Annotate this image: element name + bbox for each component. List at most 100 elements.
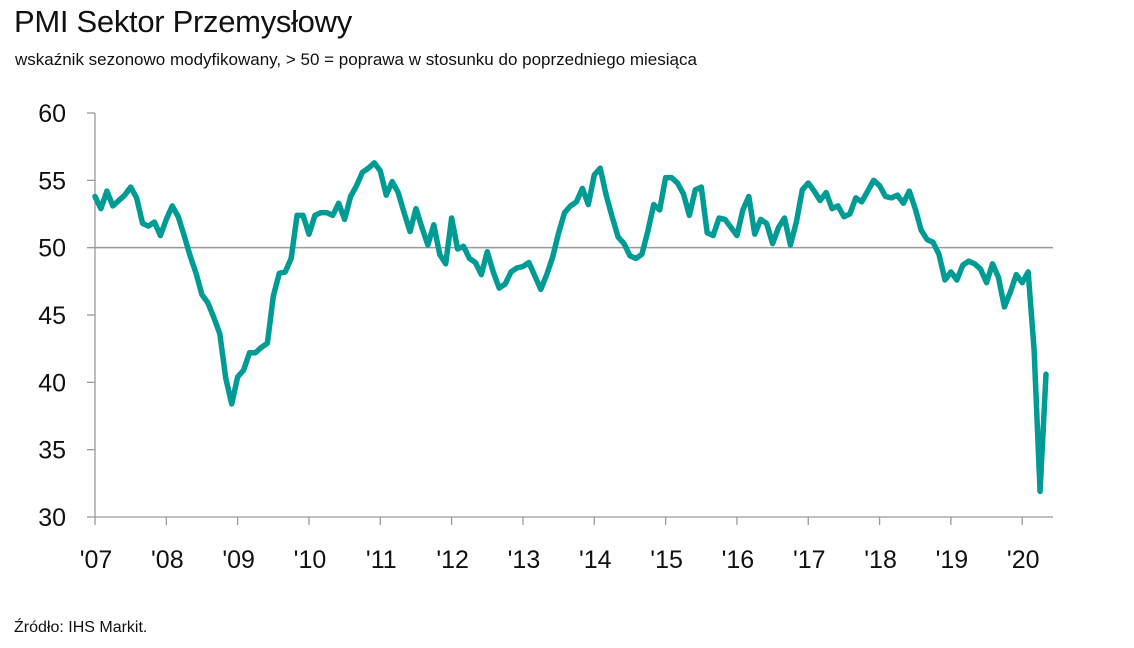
data-point (94, 195, 96, 198)
data-point (124, 194, 126, 196)
data-point (1033, 349, 1035, 351)
data-point (195, 272, 197, 274)
data-point (855, 197, 857, 199)
data-point (397, 191, 399, 194)
data-point (462, 245, 465, 247)
data-point (902, 202, 904, 204)
x-tick-label: '12 (436, 546, 469, 574)
y-tick-label: 55 (38, 167, 66, 195)
data-point (272, 295, 274, 297)
data-point (296, 214, 298, 216)
data-point (730, 226, 732, 229)
data-point (260, 346, 263, 348)
series-group (92, 160, 1049, 495)
data-point (385, 194, 387, 196)
data-point (136, 197, 138, 199)
data-point (754, 233, 756, 235)
data-point (201, 294, 203, 296)
data-point (189, 255, 191, 257)
data-point (242, 369, 245, 371)
data-point (682, 193, 685, 195)
data-point (558, 232, 560, 234)
data-point (635, 257, 637, 260)
data-point (748, 195, 750, 198)
data-point (439, 253, 441, 255)
y-tick-label: 60 (38, 100, 66, 128)
data-point (219, 333, 221, 335)
x-tick-label: '09 (222, 546, 255, 574)
data-point (504, 283, 506, 285)
data-point (801, 189, 803, 191)
data-point (825, 191, 827, 194)
data-point (623, 243, 625, 245)
data-point (248, 352, 251, 354)
data-point (1003, 306, 1005, 308)
data-point (712, 234, 714, 237)
data-point (1015, 274, 1017, 276)
data-point (278, 272, 280, 274)
data-point (480, 274, 482, 276)
data-point (302, 214, 304, 216)
data-point (641, 253, 643, 255)
data-point (237, 376, 239, 378)
data-point (777, 226, 780, 229)
data-point (742, 209, 744, 211)
data-point (938, 253, 940, 255)
data-point (884, 195, 887, 198)
data-point (403, 212, 405, 214)
data-point (724, 218, 726, 220)
data-point (997, 276, 1000, 278)
data-point (492, 271, 494, 273)
data-point (1039, 490, 1041, 493)
x-tick-label: '20 (1007, 546, 1040, 574)
data-point (968, 260, 970, 262)
data-point (445, 263, 447, 265)
data-point (332, 214, 334, 216)
data-point (932, 241, 934, 243)
data-point (653, 203, 655, 206)
data-point (320, 212, 322, 214)
data-point (474, 261, 476, 264)
data-point (629, 255, 631, 257)
data-point (349, 195, 352, 198)
x-axis: '07 '08 '09 '10 '11 '12 '13 '14 '15 '16 '17 '18 '19 '… (80, 516, 1053, 574)
data-point (486, 251, 488, 253)
data-point (575, 201, 578, 203)
x-tick-label: '16 (722, 546, 755, 574)
data-point (878, 185, 881, 187)
y-tick-label: 50 (38, 235, 66, 263)
data-point (112, 205, 114, 207)
data-point (950, 271, 952, 273)
data-point (367, 167, 370, 169)
data-point (355, 185, 358, 187)
data-point (795, 221, 797, 223)
data-point (141, 222, 144, 225)
data-point (985, 282, 988, 284)
x-tick-label: '14 (579, 546, 612, 574)
data-point (694, 189, 696, 191)
chart-title: PMI Sektor Przemysłowy (14, 4, 352, 39)
data-point (760, 218, 762, 220)
data-point (819, 199, 821, 202)
data-point (379, 170, 381, 172)
data-point (771, 243, 774, 245)
data-point (159, 234, 161, 237)
data-point (361, 171, 364, 173)
data-point (605, 194, 607, 196)
data-point (207, 302, 209, 304)
x-tick-label: '17 (793, 546, 826, 574)
data-point (843, 216, 845, 218)
x-tick-label: '11 (366, 546, 397, 574)
x-tick-label: '13 (508, 546, 541, 574)
data-point (599, 167, 601, 169)
data-point (914, 208, 916, 210)
data-point (665, 177, 667, 179)
data-point (617, 236, 619, 238)
data-point (861, 201, 863, 203)
data-point (468, 257, 471, 260)
data-point (284, 271, 286, 273)
x-tick-label: '19 (936, 546, 969, 574)
data-point (106, 190, 108, 192)
data-point (183, 234, 185, 237)
